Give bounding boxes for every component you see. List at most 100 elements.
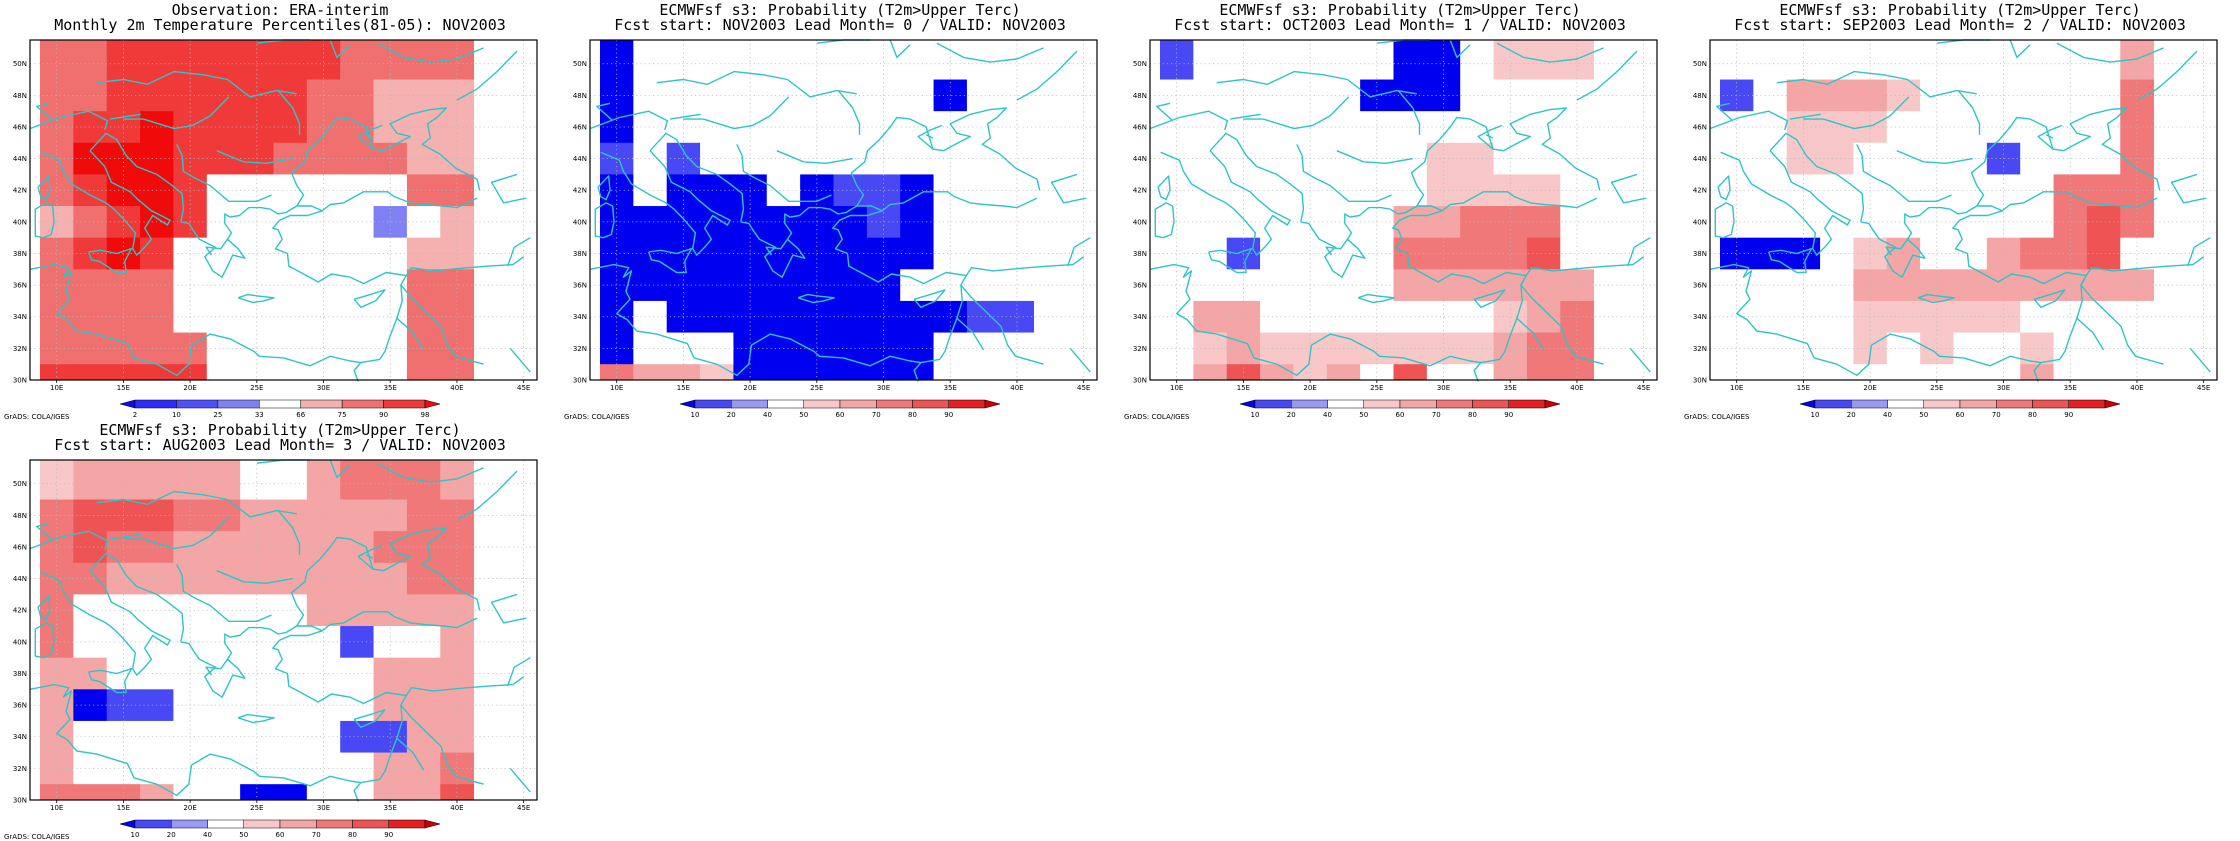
coastline [648, 247, 693, 274]
colorbar-label: 60 [836, 411, 845, 419]
colorbar-label: 20 [1287, 411, 1296, 419]
colorbar-swatch [388, 819, 426, 829]
data-cell [1953, 79, 1988, 112]
colorbar-swatch [1239, 399, 1256, 409]
coastline [1149, 110, 1229, 131]
lon-tick-label: 15E [1797, 384, 1810, 392]
coastline [1717, 175, 1731, 201]
coastline [1397, 90, 1421, 135]
lon-tick-label: 20E [743, 384, 756, 392]
panel-subtitle: Fcst start: SEP2003 Lead Month= 2 / VALI… [1734, 16, 2186, 34]
data-cell [633, 364, 668, 381]
coastline [589, 110, 669, 131]
data-cell [833, 364, 868, 381]
lon-tick-label: 45E [517, 804, 530, 812]
coastline [1917, 293, 1955, 304]
coastline [1016, 50, 1078, 101]
colorbar-label: 60 [1396, 411, 1405, 419]
coastline [1066, 237, 1091, 267]
lon-tick-label: 20E [1303, 384, 1316, 392]
colorbar-swatch [1254, 399, 1292, 409]
colorbar-label: 10 [131, 831, 140, 839]
data-cell [1393, 300, 1428, 333]
data-cell [1986, 40, 2021, 80]
colorbar-swatch [767, 399, 804, 409]
coastline [2136, 50, 2198, 101]
coastline [1714, 202, 1735, 239]
coastline [1720, 150, 1851, 256]
lon-tick-label: 30E [317, 804, 330, 812]
colorbar-label: 40 [1323, 411, 1332, 419]
data-cell [273, 300, 308, 333]
colorbar-label: 40 [1883, 411, 1892, 419]
data-cell [1360, 40, 1394, 80]
lon-tick-label: 15E [1237, 384, 1250, 392]
lon-tick-label: 10E [1730, 384, 1743, 392]
lat-tick-label: 46N [1693, 123, 1707, 131]
lat-tick-label: 38N [13, 250, 27, 258]
coastline [596, 102, 614, 122]
coastline [353, 782, 362, 802]
lat-tick-label: 50N [13, 60, 27, 68]
lon-tick-label: 45E [1637, 384, 1650, 392]
colorbar-swatch [679, 399, 696, 409]
colorbar-swatch [300, 399, 343, 409]
lat-tick-label: 48N [1133, 92, 1147, 100]
lat-tick-label: 44N [1693, 155, 1707, 163]
colorbar-swatches [119, 399, 441, 409]
data-cell [406, 460, 441, 500]
colorbar-label: 33 [255, 411, 264, 419]
data-cell [1526, 40, 1561, 80]
colorbar: 10 20 40 50 60 70 80 90 [119, 819, 441, 839]
coastline [329, 39, 351, 59]
colorbar-swatch [119, 399, 136, 409]
coastline [176, 564, 272, 623]
coastline [143, 516, 230, 550]
map-frame [29, 459, 538, 801]
coastline [109, 113, 141, 120]
data-cell [1886, 364, 1921, 381]
data-cell [966, 40, 1001, 80]
colorbar-swatch [2032, 399, 2069, 409]
lon-tick-label: 35E [1504, 384, 1517, 392]
coastline [2056, 42, 2164, 63]
coastline [456, 470, 518, 521]
coastline [2037, 124, 2063, 150]
coastlines [29, 39, 531, 382]
lat-tick-label: 42N [573, 187, 587, 195]
coastline [1970, 107, 2161, 207]
data-cell [306, 40, 341, 80]
panel-lead3: ECMWFsf s3: Probability (T2m>Upper Terc)… [0, 420, 560, 841]
lon-tick-label: 40E [1570, 384, 1583, 392]
colorbar-swatches [679, 399, 1001, 409]
coastline [36, 522, 54, 542]
data-cell [766, 364, 801, 381]
coastline [277, 510, 301, 555]
coastline [365, 554, 374, 559]
lat-tick-label: 42N [13, 607, 27, 615]
lat-tick-label: 38N [1133, 250, 1147, 258]
colorbar-label: 80 [348, 831, 357, 839]
data-cell [1953, 40, 1988, 80]
data-cell [1193, 364, 1228, 381]
colorbar: 10 20 40 50 60 70 80 90 [1799, 399, 2121, 419]
coastline [1208, 247, 1253, 274]
coastline [1709, 110, 1789, 131]
colorbar-swatch [2104, 399, 2121, 409]
colorbar-label: 80 [908, 411, 917, 419]
map-plot: 10E 15E 20E 25E 30E 35E 40E 45E 30N 32N 34N 36N 38N 4… [1133, 39, 1658, 392]
lat-tick-label: 44N [13, 575, 27, 583]
data-cell [633, 40, 668, 80]
colorbar-label: 70 [1992, 411, 2001, 419]
colorbar-swatch [176, 399, 219, 409]
colorbar-swatch [1363, 399, 1401, 409]
lon-tick-label: 20E [183, 384, 196, 392]
colorbar-label: 90 [2064, 411, 2073, 419]
colorbar-swatch [259, 399, 301, 409]
lon-tick-label: 35E [384, 804, 397, 812]
coastline [490, 593, 527, 624]
colorbar: 10 20 40 50 60 70 80 90 [1239, 399, 1561, 419]
coastline [669, 113, 701, 120]
lat-tick-label: 38N [573, 250, 587, 258]
lon-tick-label: 20E [1863, 384, 1876, 392]
